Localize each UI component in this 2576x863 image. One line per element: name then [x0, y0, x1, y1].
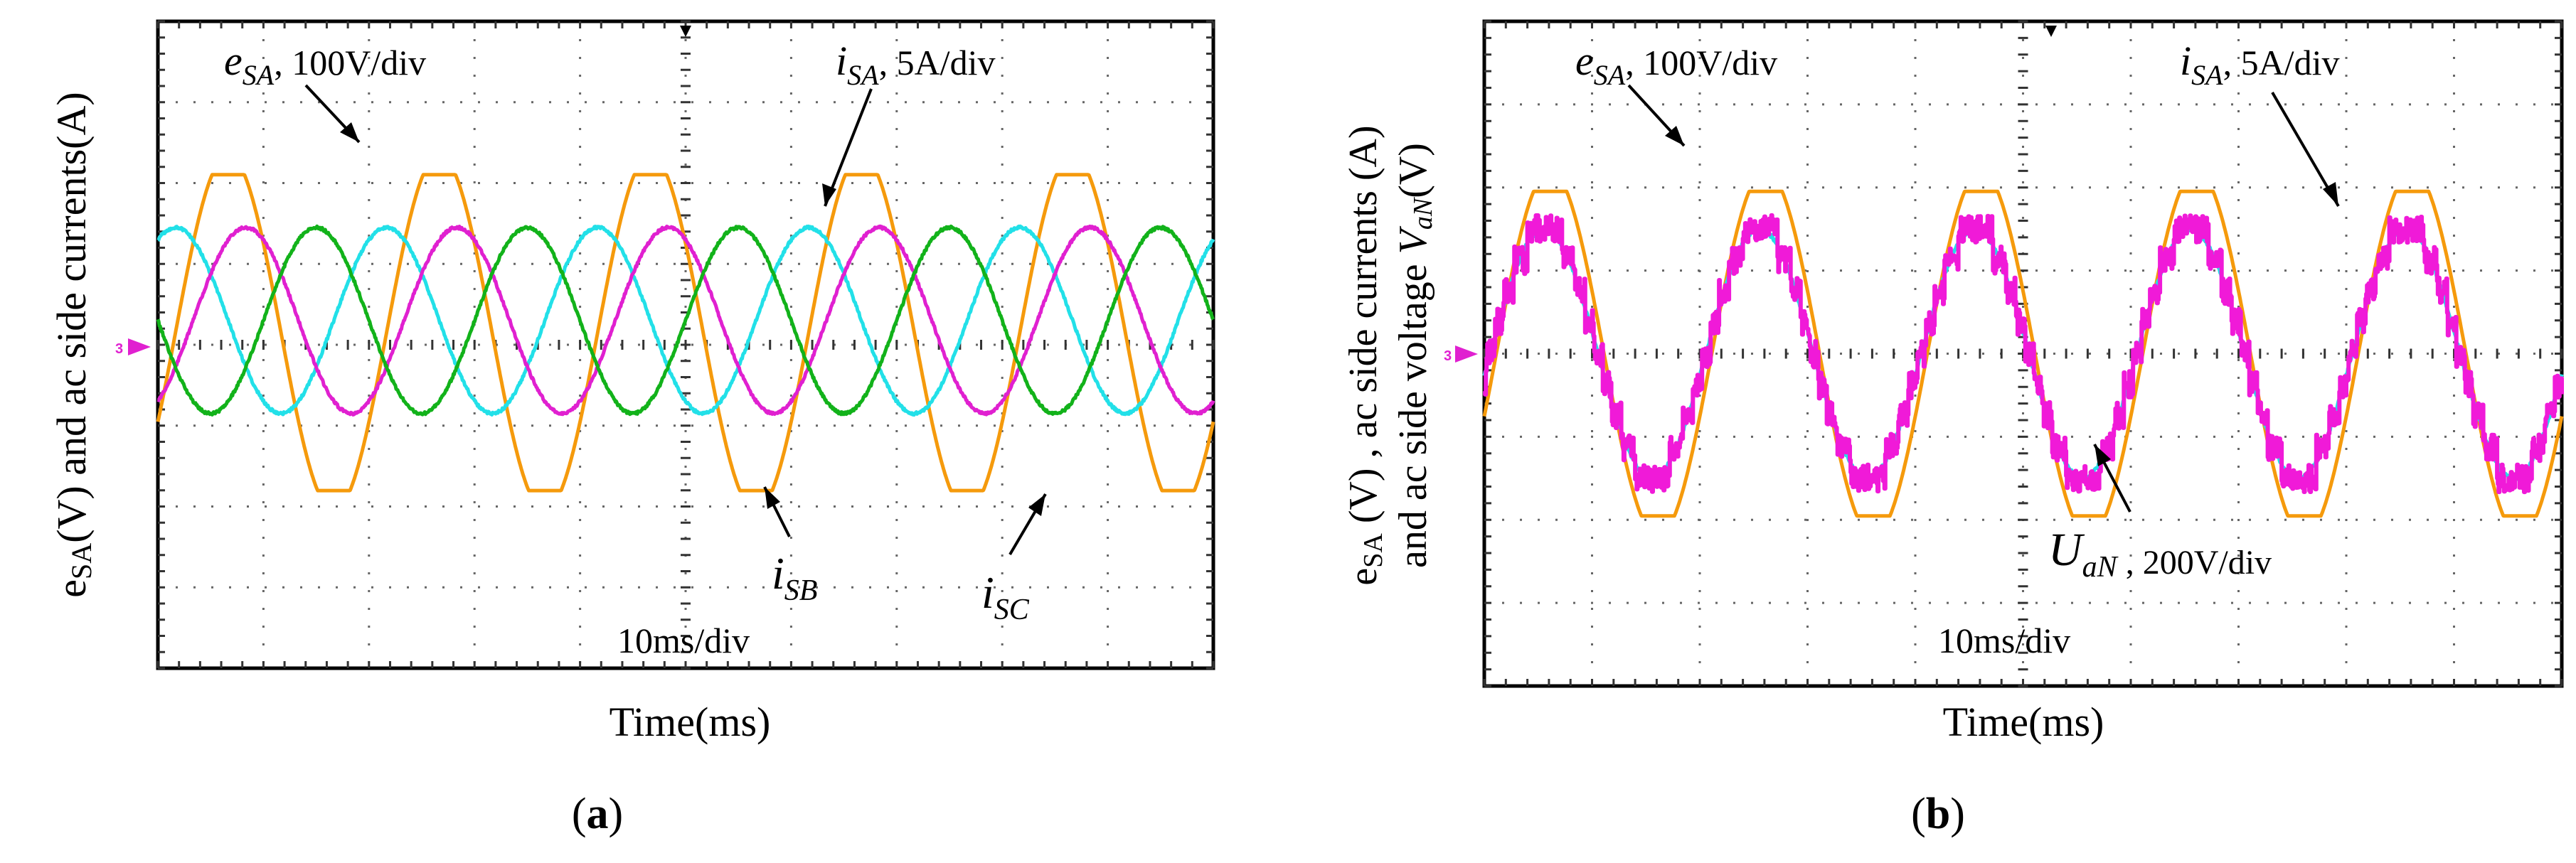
panel-b-xlabel: Time(ms)	[1943, 699, 2104, 745]
panel-b-channel-arrow	[1455, 345, 1478, 363]
panel-b: 3 eSA, 100V/div iSA, 5A/div UaN , 200V/d…	[1341, 21, 2562, 838]
panel-a-ylabel: eSA(V) and ac side currents(A)	[48, 92, 97, 597]
panel-a-channel-arrow	[128, 338, 151, 355]
panel-b-ylabel-line1: eSA (V) , ac side currents (A)	[1341, 125, 1388, 585]
panel-b-ylabel-line2: and ac side voltage VaN(V)	[1391, 143, 1438, 568]
panel-b-caption: (b)	[1911, 790, 1965, 838]
panel-a-caption: (a)	[572, 790, 623, 838]
figure-svg: 3 eSA, 100V/div iSA, 5A/div iSB iSC 10ms…	[0, 0, 2576, 863]
panel-b-timebase: 10ms/div	[1938, 621, 2070, 660]
panel-a-xlabel: Time(ms)	[610, 699, 771, 745]
panel-a-channel-marker: 3	[115, 341, 123, 357]
oscilloscope-figure: 3 eSA, 100V/div iSA, 5A/div iSB iSC 10ms…	[0, 0, 2576, 863]
panel-b-channel-marker: 3	[1444, 348, 1452, 364]
panel-a: 3 eSA, 100V/div iSA, 5A/div iSB iSC 10ms…	[48, 21, 1213, 838]
panel-a-timebase: 10ms/div	[617, 621, 750, 660]
